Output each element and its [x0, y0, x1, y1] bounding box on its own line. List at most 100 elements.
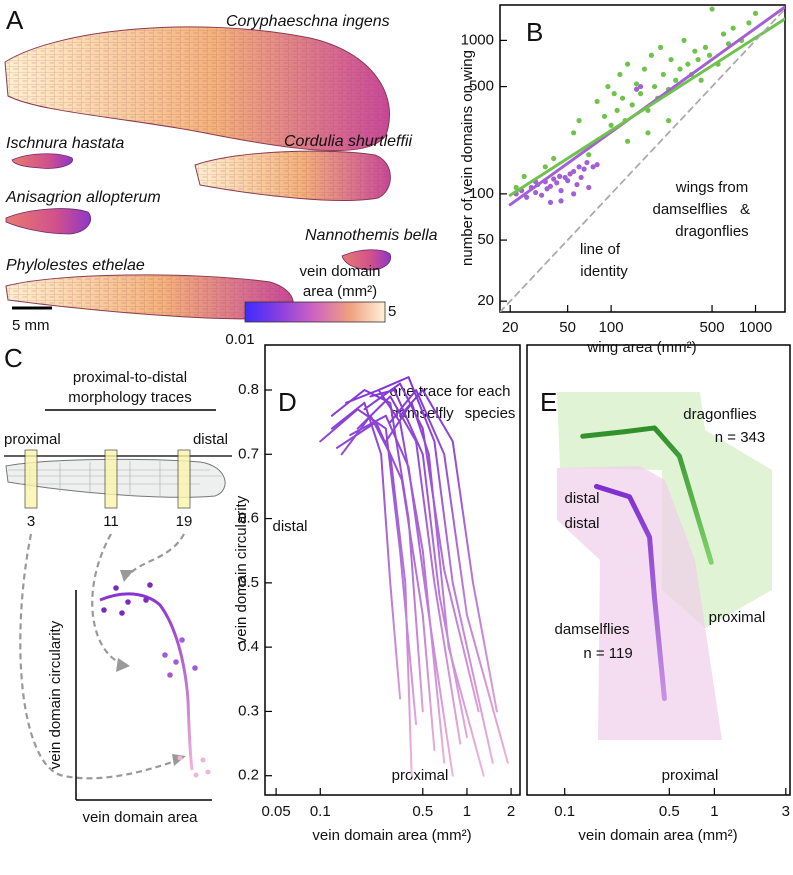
species-name: Coryphaeschna ingens [226, 13, 390, 30]
trace-line [349, 414, 454, 777]
point [578, 174, 584, 181]
point [645, 130, 651, 136]
sample-window [177, 449, 191, 509]
trace-line [330, 401, 402, 700]
dot [125, 599, 131, 605]
wing [341, 249, 392, 271]
distal-label: distal [193, 431, 228, 448]
trace-line [330, 389, 424, 713]
point [633, 81, 640, 87]
y-tick-label: 0.4 [238, 638, 259, 655]
point [538, 192, 545, 198]
trace-line [593, 483, 667, 702]
point [660, 71, 666, 78]
point [547, 199, 554, 205]
x-tick-label: 0.1 [310, 803, 331, 820]
colorbar-title: vein domain [300, 263, 381, 280]
wing [11, 153, 73, 169]
point [624, 138, 631, 144]
trace-line [580, 425, 714, 565]
x-tick-label: 2 [507, 803, 515, 820]
x-tick-label: 0.05 [262, 803, 291, 820]
dot [143, 597, 149, 603]
dot [119, 610, 125, 616]
panel-title: proximal-to-distal [73, 369, 187, 386]
y-tick-label: 0.8 [238, 381, 259, 398]
example-trace [99, 592, 194, 771]
point [565, 178, 571, 184]
point [673, 77, 679, 83]
arrowhead [120, 570, 134, 582]
species-name: Phylolestes ethelae [6, 257, 145, 274]
colorbar-tick-label: 5 [388, 303, 396, 320]
dot [179, 637, 185, 643]
series-name: dragonflies [683, 406, 756, 423]
annotation: identity [580, 263, 628, 280]
trace-line [335, 421, 436, 751]
point [695, 56, 701, 63]
wing [5, 208, 92, 235]
species-name: Ischnura hastata [6, 135, 124, 152]
x-tick-label: 3 [782, 803, 790, 820]
annotation: proximal [709, 609, 766, 626]
y-tick-label: 0.3 [238, 702, 259, 719]
point [702, 44, 709, 50]
wing-diagram [4, 449, 232, 509]
point [608, 122, 614, 128]
point [633, 86, 640, 92]
point [617, 71, 623, 78]
x-tick-label: 500 [700, 319, 725, 336]
x-tick-label: 0.5 [659, 803, 680, 820]
point [637, 83, 644, 90]
dot [192, 665, 198, 671]
position-label: 11 [103, 513, 119, 530]
plot-area [319, 376, 509, 777]
y-tick-label: 20 [477, 292, 494, 309]
y-axis-label: vein domain circularity [233, 495, 250, 644]
trace-line [345, 389, 446, 764]
point [586, 152, 592, 158]
colorbar-tick-label: 0.01 [225, 331, 254, 348]
trace-line [508, 17, 785, 197]
annotation: proximal [662, 767, 719, 784]
arrow [127, 533, 185, 577]
y-tick-label: 1000 [461, 31, 494, 48]
x-axis-label: vein domain area (mm²) [578, 827, 737, 844]
y-tick-label: 0.6 [238, 510, 259, 527]
point [720, 31, 727, 37]
series-name: damselflies [652, 201, 727, 218]
plot-frame [526, 344, 791, 796]
point [641, 66, 648, 72]
x-tick-label: 50 [559, 319, 576, 336]
point [571, 191, 577, 197]
annotation: distal [564, 490, 599, 507]
y-axis-label: number of vein domains on wing [459, 50, 476, 266]
position-label: 3 [27, 513, 35, 530]
plot-frame [264, 344, 521, 796]
point [542, 164, 548, 170]
spread-bands [557, 392, 772, 740]
dot [101, 607, 107, 613]
colorbar-title: area (mm²) [303, 283, 377, 300]
axis-label: vein domain area [82, 809, 198, 826]
panel-label: C [4, 343, 23, 373]
point [614, 107, 620, 113]
point [558, 198, 564, 204]
sample-window [24, 449, 38, 509]
proximal-label: proximal [4, 431, 61, 448]
point [752, 10, 759, 16]
point [557, 173, 563, 179]
point [576, 118, 582, 124]
arrowhead [116, 658, 130, 672]
y-tick-label: 0.2 [238, 767, 259, 784]
x-axis-label: wing area (mm²) [586, 339, 696, 356]
dot [205, 769, 211, 775]
trace-line [384, 401, 485, 777]
x-tick-label: 20 [502, 319, 519, 336]
x-tick-label: 0.1 [554, 803, 575, 820]
plot-frame [499, 4, 786, 313]
point [685, 61, 691, 67]
species-name: Anisagrion allopterum [5, 189, 161, 206]
x-tick-label: 1000 [739, 319, 772, 336]
trace-line [399, 389, 498, 713]
